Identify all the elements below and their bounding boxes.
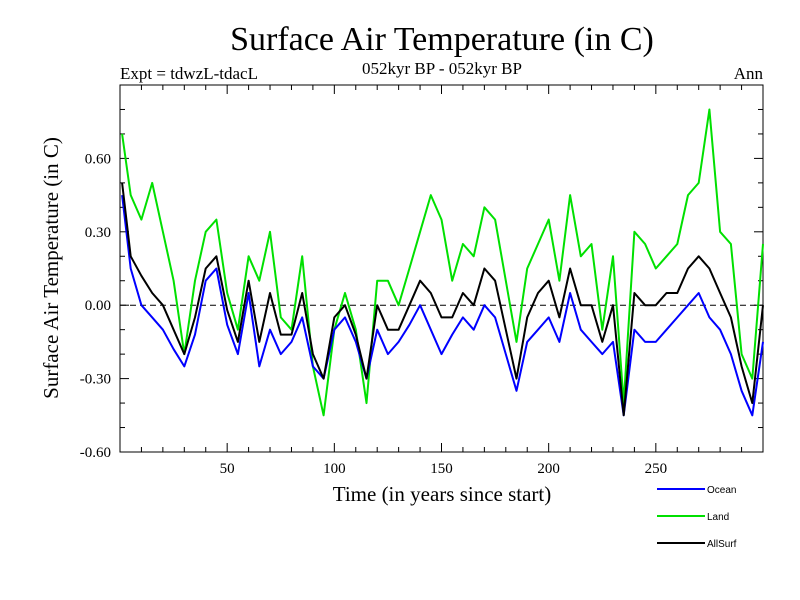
series-line-allsurf [121, 182, 764, 417]
legend-label-allsurf: AllSurf [707, 539, 737, 550]
series-line-ocean [121, 194, 764, 417]
y-tick-label: -0.30 [80, 372, 111, 388]
x-axis-label: Time (in years since start) [333, 482, 552, 506]
x-tick-label: 250 [645, 461, 668, 477]
chart-title: Surface Air Temperature (in C) [230, 21, 654, 58]
subtitle-left: Expt = tdwzL-tdacL [120, 64, 258, 83]
series-line-land [121, 108, 764, 417]
y-tick-label: 0.30 [85, 225, 111, 241]
x-tick-label: 50 [220, 461, 235, 477]
y-tick-label: -0.60 [80, 445, 111, 461]
y-tick-label: 0.00 [85, 298, 111, 314]
x-tick-label: 100 [323, 461, 346, 477]
legend-label-ocean: Ocean [707, 485, 736, 496]
legend-label-land: Land [707, 512, 729, 523]
subtitle-right: Ann [734, 64, 764, 83]
x-tick-label: 150 [430, 461, 453, 477]
y-tick-label: 0.60 [85, 151, 111, 167]
series-group [121, 108, 764, 417]
legend: Ocean Land AllSurf [657, 485, 737, 550]
y-axis-label: Surface Air Temperature (in C) [39, 137, 63, 399]
x-tick-label: 200 [537, 461, 560, 477]
subtitle-center: 052kyr BP - 052kyr BP [362, 59, 522, 78]
axis-ticks: 50 100 150 200 250 -0.60 -0.30 0.00 0.30 0.60 [80, 85, 763, 477]
